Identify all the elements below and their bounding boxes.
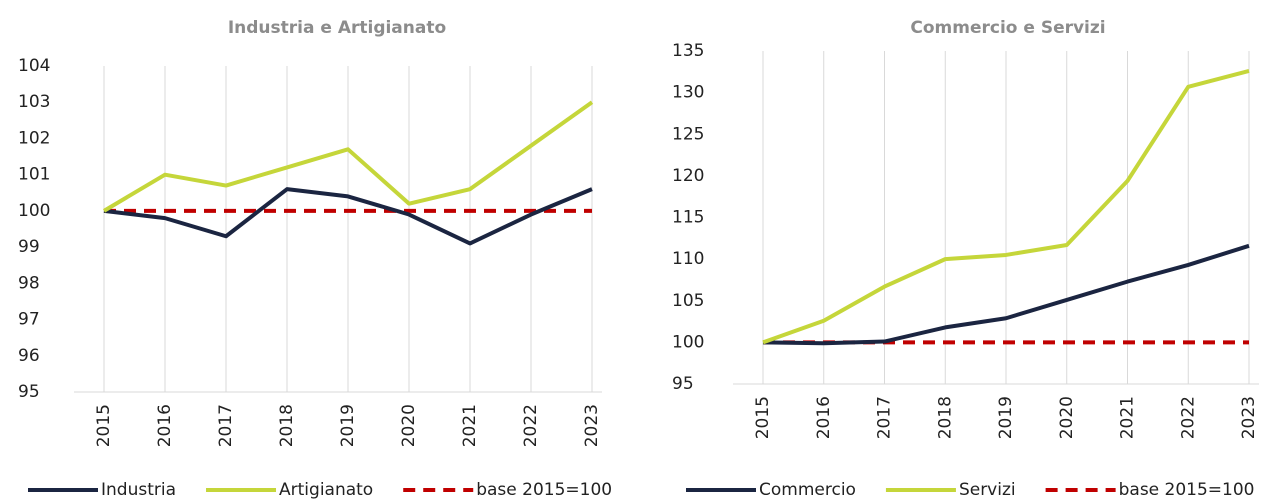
y-tick-label: 125 <box>672 124 704 144</box>
x-tick-label: 2020 <box>399 404 419 447</box>
y-tick-label: 95 <box>672 374 694 394</box>
x-tick-label: 2017 <box>216 404 236 447</box>
x-tick-label: 2023 <box>582 404 602 447</box>
series-line <box>762 243 1250 346</box>
y-tick-label: 96 <box>18 346 40 366</box>
legend-label: Artigianato <box>279 480 373 500</box>
legend-label: base 2015=100 <box>1119 480 1255 500</box>
x-tick-label: 2018 <box>277 404 297 447</box>
chart-title: Industria e Artigianato <box>228 18 446 38</box>
legend-label: base 2015=100 <box>476 480 612 500</box>
x-tick-label: 2019 <box>996 396 1016 439</box>
y-tick-label: 103 <box>18 92 50 112</box>
x-tick-label: 2016 <box>155 404 175 447</box>
y-tick-label: 110 <box>672 249 704 269</box>
x-tick-label: 2018 <box>935 396 955 439</box>
series-line <box>762 69 1250 345</box>
x-tick-label: 2021 <box>460 404 480 447</box>
y-tick-label: 105 <box>672 291 704 311</box>
x-tick-label: 2015 <box>753 396 773 439</box>
chart-title: Commercio e Servizi <box>910 18 1105 38</box>
x-tick-label: 2015 <box>94 404 114 447</box>
y-tick-label: 97 <box>18 310 40 330</box>
y-tick-label: 104 <box>18 56 50 76</box>
x-tick-label: 2016 <box>814 396 834 439</box>
series-line <box>103 187 593 246</box>
x-tick-label: 2023 <box>1239 396 1259 439</box>
y-tick-label: 99 <box>18 237 40 257</box>
y-tick-label: 120 <box>672 166 704 186</box>
legend-label: Industria <box>101 480 176 500</box>
y-tick-label: 100 <box>672 332 704 352</box>
y-tick-label: 102 <box>18 128 50 148</box>
series-line <box>102 100 594 213</box>
legend-label: Servizi <box>959 480 1016 500</box>
x-tick-label: 2022 <box>521 404 541 447</box>
y-tick-label: 130 <box>672 83 704 103</box>
x-tick-label: 2020 <box>1057 396 1077 439</box>
x-tick-label: 2022 <box>1178 396 1198 439</box>
y-tick-label: 100 <box>18 201 50 221</box>
y-tick-label: 135 <box>672 41 704 61</box>
x-tick-label: 2021 <box>1118 396 1138 439</box>
x-tick-label: 2017 <box>875 396 895 439</box>
y-tick-label: 115 <box>672 208 704 228</box>
y-tick-label: 95 <box>18 382 40 402</box>
legend-label: Commercio <box>759 480 856 500</box>
y-tick-label: 98 <box>18 273 40 293</box>
x-tick-label: 2019 <box>338 404 358 447</box>
y-tick-label: 101 <box>18 165 50 185</box>
